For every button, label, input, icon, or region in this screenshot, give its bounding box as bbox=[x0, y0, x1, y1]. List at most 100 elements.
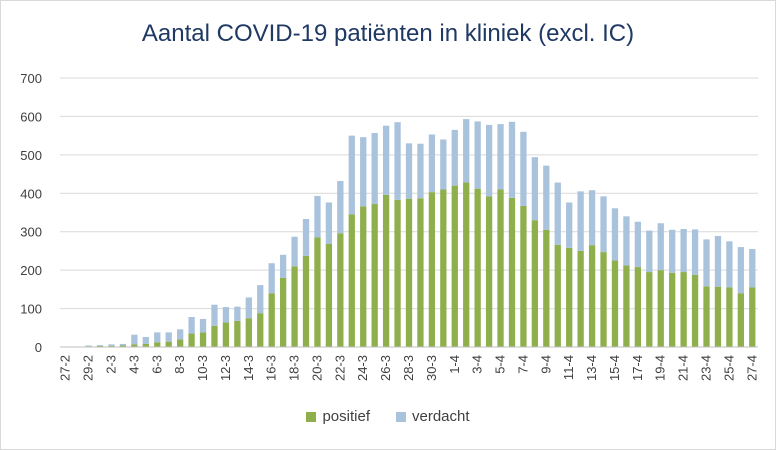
bar-verdacht bbox=[497, 124, 504, 190]
x-tick-label: 21-4 bbox=[676, 355, 691, 381]
x-tick-label: 24-3 bbox=[355, 355, 370, 381]
y-tick-label: 100 bbox=[20, 302, 42, 317]
x-tick-label: 13-4 bbox=[584, 355, 599, 381]
bar-verdacht bbox=[611, 208, 619, 261]
bar-positief bbox=[600, 252, 607, 347]
x-tick-label: 15-4 bbox=[607, 355, 622, 381]
bar-verdacht bbox=[337, 180, 344, 234]
bar-positief bbox=[634, 267, 641, 347]
bar-verdacht bbox=[417, 143, 424, 199]
bar-verdacht bbox=[199, 318, 207, 333]
bar-verdacht bbox=[211, 304, 218, 326]
bar-verdacht bbox=[600, 196, 607, 253]
x-tick-label: 12-3 bbox=[218, 355, 233, 381]
x-tick-label: 8-3 bbox=[172, 355, 187, 374]
bar-positief bbox=[428, 192, 436, 347]
bar-verdacht bbox=[245, 297, 252, 319]
bar-positief bbox=[520, 205, 527, 347]
bar-verdacht bbox=[634, 221, 641, 268]
y-tick-label: 500 bbox=[20, 148, 42, 163]
x-tick-label: 5-4 bbox=[493, 355, 508, 374]
bar-verdacht bbox=[371, 132, 378, 205]
bar-positief bbox=[211, 325, 218, 347]
bar-positief bbox=[463, 182, 470, 347]
bar-verdacht bbox=[268, 263, 275, 294]
bar-verdacht bbox=[360, 137, 367, 207]
bar-verdacht bbox=[188, 317, 195, 334]
bar-positief bbox=[291, 266, 298, 347]
x-tick-label: 20-3 bbox=[309, 355, 324, 381]
bar-verdacht bbox=[531, 157, 539, 221]
bar-verdacht bbox=[302, 219, 310, 256]
x-tick-label: 27-2 bbox=[58, 355, 73, 381]
bar-verdacht bbox=[314, 195, 321, 238]
bar-verdacht bbox=[428, 134, 436, 193]
bar-positief bbox=[337, 233, 344, 347]
bar-verdacht bbox=[657, 223, 664, 271]
y-tick-label: 300 bbox=[20, 225, 42, 240]
bar-positief bbox=[726, 287, 733, 347]
bar-positief bbox=[680, 272, 687, 347]
bar-verdacht bbox=[623, 216, 630, 266]
bar-positief bbox=[154, 342, 161, 347]
bar-verdacht bbox=[177, 329, 184, 340]
bar-verdacht bbox=[726, 241, 733, 288]
bar-verdacht bbox=[394, 122, 401, 200]
bar-verdacht bbox=[714, 235, 722, 287]
bar-positief bbox=[96, 345, 104, 347]
bar-verdacht bbox=[119, 343, 127, 346]
bar-positief bbox=[657, 270, 664, 347]
bar-positief bbox=[497, 189, 504, 347]
bar-verdacht bbox=[566, 202, 573, 248]
bar-verdacht bbox=[463, 119, 470, 183]
bar-verdacht bbox=[440, 139, 447, 190]
bar-verdacht bbox=[577, 191, 584, 251]
bar-positief bbox=[314, 237, 321, 347]
bar-positief bbox=[623, 265, 630, 347]
bar-verdacht bbox=[382, 125, 390, 195]
bar-positief bbox=[360, 206, 367, 347]
x-tick-label: 28-3 bbox=[401, 355, 416, 381]
legend-swatch-verdacht bbox=[395, 411, 406, 422]
bar-positief bbox=[440, 189, 447, 347]
bar-positief bbox=[554, 244, 561, 347]
bar-verdacht bbox=[108, 344, 115, 346]
legend-item-verdacht: verdacht bbox=[395, 408, 470, 425]
chart-title: Aantal COVID-19 patiënten in kliniek (ex… bbox=[141, 20, 635, 47]
bar-verdacht bbox=[669, 229, 676, 273]
chart-legend: positief verdacht bbox=[0, 408, 776, 425]
bar-verdacht bbox=[291, 236, 298, 267]
bar-positief bbox=[405, 198, 413, 347]
x-tick-label: 4-3 bbox=[126, 355, 141, 374]
x-tick-label: 26-3 bbox=[378, 355, 393, 381]
bar-verdacht bbox=[131, 334, 138, 345]
bar-positief bbox=[691, 274, 699, 347]
x-tick-label: 18-3 bbox=[287, 355, 302, 381]
bar-verdacht bbox=[737, 247, 744, 294]
bar-positief bbox=[566, 247, 573, 347]
legend-swatch-positief bbox=[306, 411, 317, 422]
bar-positief bbox=[302, 255, 310, 347]
bar-positief bbox=[245, 318, 252, 347]
bar-positief bbox=[543, 229, 550, 347]
y-tick-label: 0 bbox=[35, 340, 42, 355]
bar-verdacht bbox=[588, 190, 596, 246]
x-tick-label: 1-4 bbox=[447, 355, 462, 374]
bar-positief bbox=[669, 272, 676, 347]
x-tick-label: 2-3 bbox=[103, 355, 118, 374]
bar-positief bbox=[508, 197, 516, 347]
bar-verdacht bbox=[405, 143, 413, 199]
bar-verdacht bbox=[257, 285, 264, 314]
x-tick-label: 30-3 bbox=[424, 355, 439, 381]
x-tick-label: 3-4 bbox=[470, 355, 485, 374]
bar-verdacht bbox=[691, 229, 699, 275]
bar-positief bbox=[703, 286, 710, 347]
bar-positief bbox=[531, 220, 539, 347]
bar-positief bbox=[268, 293, 275, 347]
legend-label-verdacht: verdacht bbox=[411, 408, 470, 425]
x-tick-label: 25-4 bbox=[721, 355, 736, 381]
bar-positief bbox=[165, 341, 172, 347]
bar-verdacht bbox=[348, 135, 355, 215]
bar-positief bbox=[234, 320, 241, 347]
